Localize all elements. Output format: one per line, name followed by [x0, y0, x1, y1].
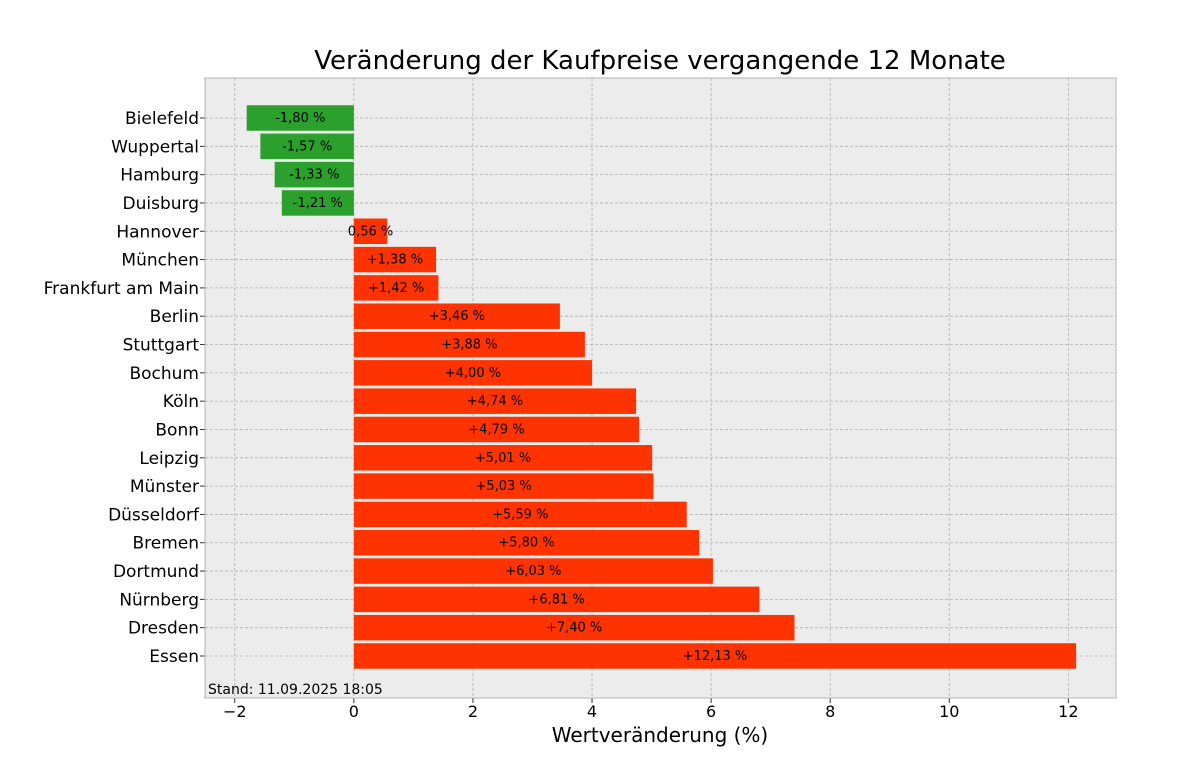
- bar-value-label: +4,00 %: [445, 366, 501, 381]
- bar-stuttgart: [353, 331, 585, 358]
- x-tick-label: 0: [349, 702, 359, 721]
- y-axis-ticks: Bielefeld Wuppertal Hamburg Duisburg Hannove…: [44, 109, 205, 667]
- y-tick-label: Duisburg: [123, 194, 200, 214]
- bar-berlin: [353, 303, 560, 329]
- y-tick-label: Leipzig: [139, 449, 199, 469]
- x-tick-label: 12: [1058, 702, 1078, 721]
- bar-frankfurt-am-main: [353, 275, 439, 301]
- y-tick-label: Wuppertal: [111, 137, 199, 157]
- y-tick-label: Düsseldorf: [108, 505, 200, 525]
- y-tick-label: Nürnberg: [119, 590, 199, 610]
- x-tick-label: −2: [223, 702, 247, 721]
- x-tick-label: 6: [706, 702, 716, 721]
- bar-value-label: +5,03 %: [475, 479, 531, 494]
- y-tick-label: Berlin: [150, 307, 199, 327]
- bar-münchen: [353, 246, 437, 273]
- x-tick-label: 2: [468, 702, 478, 721]
- y-tick-label: Bochum: [129, 364, 199, 384]
- y-tick-label: Köln: [163, 392, 199, 412]
- bar-bremen: [353, 529, 700, 556]
- bar-value-label: +7,40 %: [546, 621, 602, 636]
- y-tick-label: Essen: [149, 647, 199, 667]
- bar-duisburg: [281, 190, 354, 216]
- bar-value-label: +5,80 %: [498, 536, 554, 551]
- y-tick-label: Bielefeld: [125, 109, 199, 129]
- bar-bonn: [353, 416, 640, 443]
- y-tick-label: Münster: [130, 477, 199, 497]
- bar-leipzig: [353, 445, 653, 471]
- y-tick-label: Frankfurt am Main: [44, 279, 199, 299]
- bar-value-label: +5,01 %: [475, 451, 531, 466]
- bar-value-label: +5,59 %: [492, 507, 548, 522]
- bar-value-label: +6,03 %: [505, 564, 561, 579]
- bar-value-label: -1,57 %: [282, 139, 332, 154]
- bar-münster: [353, 473, 654, 499]
- bar-köln: [353, 388, 637, 414]
- bar-dresden: [353, 614, 795, 641]
- y-tick-label: Bonn: [155, 420, 199, 440]
- y-tick-label: Hannover: [116, 222, 199, 242]
- y-tick-label: München: [121, 251, 199, 271]
- x-tick-label: 8: [825, 702, 835, 721]
- bar-düsseldorf: [353, 501, 687, 528]
- bar-bielefeld: [246, 105, 354, 131]
- bar-value-label: 0,56 %: [348, 224, 393, 239]
- bar-value-label: +4,74 %: [467, 394, 523, 409]
- y-tick-label: Hamburg: [120, 166, 199, 186]
- bar-hamburg: [274, 161, 354, 188]
- y-tick-label: Dresden: [128, 619, 199, 639]
- bar-hannover: [353, 218, 388, 245]
- plot-frame: [204, 77, 1117, 699]
- bar-value-label: -1,80 %: [275, 111, 325, 126]
- y-tick-label: Stuttgart: [123, 336, 200, 356]
- bar-value-label: +12,13 %: [683, 649, 748, 664]
- bars: [246, 105, 1077, 669]
- bar-value-label: +6,81 %: [528, 592, 584, 607]
- bar-value-label: +1,42 %: [368, 281, 424, 296]
- bar-value-label: -1,21 %: [293, 196, 343, 211]
- timestamp-note: Stand: 11.09.2025 18:05: [208, 682, 383, 698]
- chart-title: Veränderung der Kaufpreise vergangende 1…: [314, 46, 1006, 76]
- x-tick-label: 10: [939, 702, 959, 721]
- bar-wuppertal: [260, 133, 354, 160]
- bar-value-label: +1,38 %: [367, 253, 423, 268]
- bar-value-label: +4,79 %: [468, 422, 524, 437]
- y-tick-label: Dortmund: [113, 562, 199, 582]
- bar-value-label: -1,33 %: [289, 168, 339, 183]
- x-axis-label: Wertveränderung (%): [552, 723, 769, 747]
- x-axis-ticks: −2 0 2 4 6 8 10 12: [223, 698, 1079, 721]
- bar-nürnberg: [353, 586, 760, 613]
- x-tick-label: 4: [587, 702, 597, 721]
- y-tick-label: Bremen: [132, 534, 199, 554]
- bar-labels: -1,80 % -1,57 % -1,33 % -1,21 % 0,56 % +1,38 …: [275, 111, 747, 664]
- bar-essen: [353, 643, 1077, 669]
- bar-value-label: +3,88 %: [441, 338, 497, 353]
- bar-value-label: +3,46 %: [429, 309, 485, 324]
- bar-dortmund: [353, 558, 713, 584]
- bar-bochum: [353, 360, 593, 386]
